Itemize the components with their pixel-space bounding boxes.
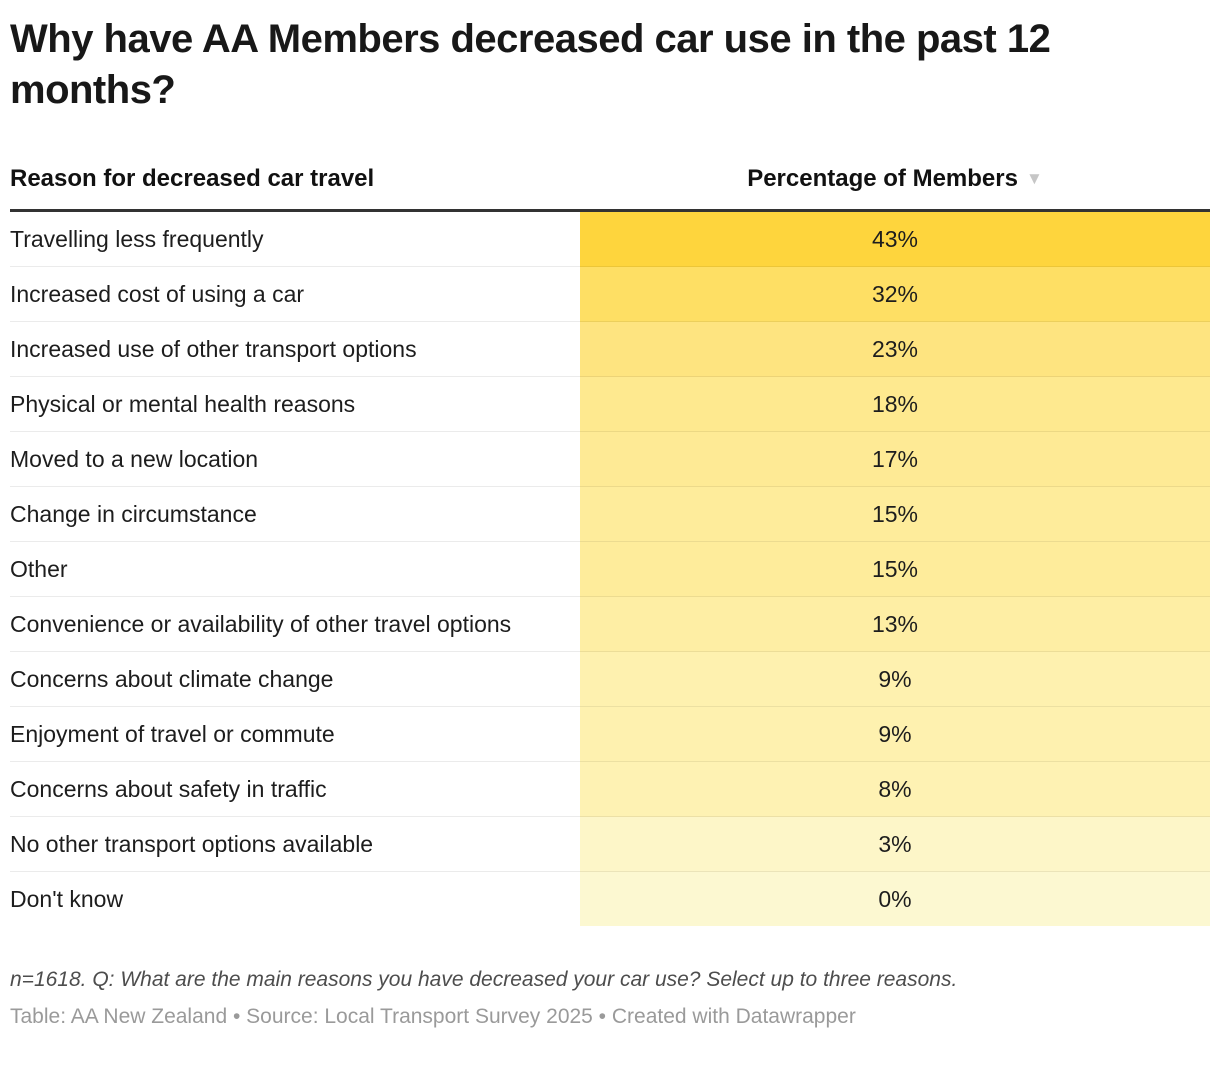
- row-reason-label: Don't know: [10, 885, 124, 912]
- row-reason-cell: Travelling less frequently: [10, 212, 580, 267]
- row-reason-cell: Increased cost of using a car: [10, 267, 580, 322]
- row-reason-label: Convenience or availability of other tra…: [10, 610, 512, 637]
- row-reason-cell: Concerns about climate change: [10, 652, 580, 707]
- row-value-label: 17%: [871, 445, 919, 472]
- row-value-cell: 43%: [580, 211, 1210, 267]
- row-value-cell: 8%: [580, 761, 1210, 817]
- row-reason-label: Change in circumstance: [10, 500, 257, 527]
- row-value-label: 43%: [871, 225, 919, 252]
- row-value-cell: 15%: [580, 486, 1210, 542]
- row-reason-label: Enjoyment of travel or commute: [10, 720, 335, 747]
- table-row: Concerns about climate change 9%: [10, 651, 1210, 707]
- table-row: Convenience or availability of other tra…: [10, 596, 1210, 652]
- row-reason-cell: No other transport options available: [10, 817, 580, 872]
- row-value-label: 18%: [871, 390, 919, 417]
- row-reason-cell: Change in circumstance: [10, 487, 580, 542]
- row-reason-label: Moved to a new location: [10, 445, 259, 472]
- row-value-label: 15%: [871, 500, 919, 527]
- row-reason-cell: Moved to a new location: [10, 432, 580, 487]
- row-value-cell: 15%: [580, 541, 1210, 597]
- table-row: Increased cost of using a car 32%: [10, 266, 1210, 322]
- row-value-cell: 32%: [580, 266, 1210, 322]
- row-value-label: 9%: [878, 665, 912, 692]
- source-line: Table: AA New Zealand • Source: Local Tr…: [10, 1004, 856, 1028]
- table-row: Change in circumstance 15%: [10, 486, 1210, 542]
- table-row: No other transport options available 3%: [10, 816, 1210, 872]
- row-value-cell: 18%: [580, 376, 1210, 432]
- row-reason-label: Increased use of other transport options: [10, 335, 417, 362]
- row-value-label: 23%: [871, 335, 919, 362]
- row-reason-cell: Other: [10, 542, 580, 597]
- table-row: Don't know 0%: [10, 871, 1210, 926]
- table-row: Enjoyment of travel or commute 9%: [10, 706, 1210, 762]
- row-value-cell: 3%: [580, 816, 1210, 872]
- row-value-label: 0%: [878, 885, 912, 912]
- table-row: Moved to a new location 17%: [10, 431, 1210, 487]
- row-value-cell: 0%: [580, 871, 1210, 926]
- table-row: Travelling less frequently 43%: [10, 211, 1210, 267]
- row-value-label: 32%: [871, 280, 919, 307]
- row-reason-label: Concerns about climate change: [10, 665, 334, 692]
- table-header-row: Reason for decreased car travel Percenta…: [10, 164, 1210, 212]
- row-reason-cell: Physical or mental health reasons: [10, 377, 580, 432]
- row-value-cell: 13%: [580, 596, 1210, 652]
- table-row: Concerns about safety in traffic 8%: [10, 761, 1210, 817]
- row-reason-cell: Don't know: [10, 872, 580, 926]
- page-title: Why have AA Members decreased car use in…: [10, 17, 1051, 112]
- row-value-label: 8%: [878, 775, 912, 802]
- row-value-label: 15%: [871, 555, 919, 582]
- column-header-percentage[interactable]: Percentage of Members ▼: [580, 164, 1210, 194]
- row-value-label: 3%: [878, 830, 912, 857]
- sort-descending-icon: ▼: [1025, 168, 1043, 188]
- column-header-percentage-label: Percentage of Members: [747, 164, 1018, 192]
- row-value-cell: 9%: [580, 651, 1210, 707]
- row-reason-cell: Enjoyment of travel or commute: [10, 707, 580, 762]
- row-reason-cell: Increased use of other transport options: [10, 322, 580, 377]
- row-value-cell: 23%: [580, 321, 1210, 377]
- table-row: Other 15%: [10, 541, 1210, 597]
- row-reason-label: Travelling less frequently: [10, 225, 264, 252]
- data-table: Reason for decreased car travel Percenta…: [10, 164, 1210, 926]
- row-value-cell: 9%: [580, 706, 1210, 762]
- row-reason-label: Physical or mental health reasons: [10, 390, 356, 417]
- row-reason-label: Increased cost of using a car: [10, 280, 305, 307]
- row-reason-label: Concerns about safety in traffic: [10, 775, 327, 802]
- row-reason-cell: Concerns about safety in traffic: [10, 762, 580, 817]
- column-header-reason[interactable]: Reason for decreased car travel: [10, 164, 375, 192]
- table-row: Physical or mental health reasons 18%: [10, 376, 1210, 432]
- row-reason-label: Other: [10, 555, 68, 582]
- table-body: Travelling less frequently 43% Increased…: [10, 211, 1210, 926]
- row-value-label: 9%: [878, 720, 912, 747]
- table-row: Increased use of other transport options…: [10, 321, 1210, 377]
- footnote: n=1618. Q: What are the main reasons you…: [10, 967, 958, 991]
- row-value-cell: 17%: [580, 431, 1210, 487]
- row-reason-cell: Convenience or availability of other tra…: [10, 597, 580, 652]
- row-reason-label: No other transport options available: [10, 830, 374, 857]
- row-value-label: 13%: [871, 610, 919, 637]
